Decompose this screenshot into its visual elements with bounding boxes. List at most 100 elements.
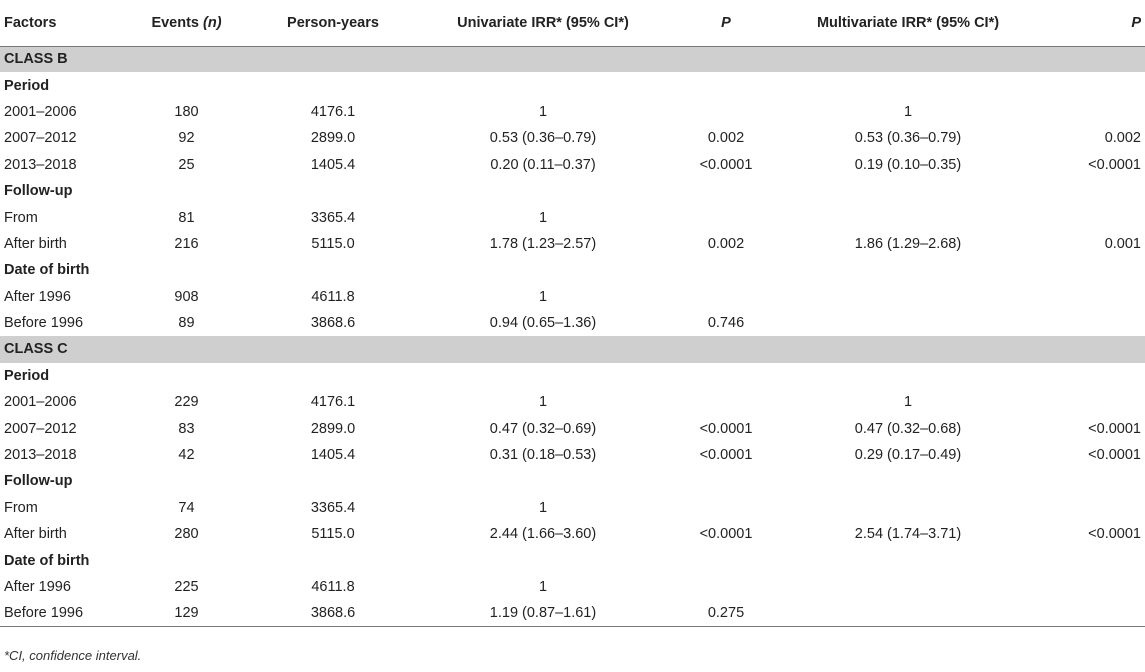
multivariate-irr-cell — [789, 495, 1027, 521]
univariate-irr-cell: 0.53 (0.36–0.79) — [489, 130, 597, 147]
person-years-cell: 1405.4 — [310, 447, 356, 464]
events-cell: 908 — [174, 288, 199, 305]
univariate-irr-cell: 0.94 (0.65–1.36) — [489, 315, 597, 332]
row-label: After birth — [4, 235, 67, 252]
row-label: 2007–2012 — [4, 420, 77, 437]
section-title: CLASS C — [0, 336, 1145, 363]
row-label: Before 1996 — [0, 600, 130, 628]
p-univariate-cell — [663, 495, 789, 521]
p-multivariate-cell: <0.0001 — [1088, 526, 1141, 543]
events-cell: 180 — [174, 103, 199, 120]
univariate-irr-cell: 1 — [538, 579, 548, 595]
group-header-row: Follow-up — [0, 468, 1145, 494]
multivariate-irr-cell — [789, 600, 1027, 628]
p-univariate-cell: <0.0001 — [699, 447, 753, 464]
row-label: 2007–2012 — [4, 130, 77, 147]
header-events: Events (n) — [130, 0, 243, 47]
person-years-cell: 4176.1 — [310, 394, 356, 411]
univariate-irr-cell: 1.78 (1.23–2.57) — [489, 235, 597, 252]
univariate-irr-cell: 0.31 (0.18–0.53) — [489, 447, 597, 464]
row-label: Before 1996 — [4, 315, 84, 332]
group-title: Period — [4, 77, 50, 94]
person-years-cell: 3868.6 — [243, 600, 423, 628]
header-p-multivariate: P — [1027, 0, 1145, 47]
p-univariate-cell: 0.002 — [707, 235, 745, 252]
table-row: Before 1996 129 3868.6 1.19 (0.87–1.61) 0.27… — [0, 600, 1145, 628]
multivariate-irr-cell: 0.19 (0.10–0.35) — [854, 156, 962, 173]
p-multivariate-cell — [1027, 284, 1145, 310]
table-row: 2007–2012 92 2899.0 0.53 (0.36–0.79) 0.002 0.… — [0, 125, 1145, 151]
table-row: From 74 3365.4 1 — [0, 495, 1145, 521]
events-cell: 129 — [130, 600, 243, 628]
group-header-row: Follow-up — [0, 178, 1145, 204]
p-univariate-cell — [663, 99, 789, 125]
multivariate-irr-cell — [789, 574, 1027, 600]
multivariate-irr-cell — [789, 284, 1027, 310]
p-multivariate-cell: <0.0001 — [1088, 447, 1141, 464]
p-multivariate-cell — [1027, 389, 1145, 415]
person-years-cell: 4611.8 — [311, 288, 355, 305]
p-univariate-cell: <0.0001 — [699, 156, 753, 173]
row-label: 2013–2018 — [4, 447, 77, 464]
header-events-label: Events — [151, 14, 199, 31]
events-cell: 229 — [174, 394, 199, 411]
header-events-n: (n) — [203, 14, 222, 31]
multivariate-irr-cell: 1 — [903, 103, 913, 120]
row-label: 2001–2006 — [4, 103, 77, 120]
table-row: After 1996 225 4611.8 1 — [0, 574, 1145, 600]
univariate-irr-cell: 1 — [538, 103, 548, 120]
table-row: 2013–2018 42 1405.4 0.31 (0.18–0.53) <0.0001… — [0, 442, 1145, 468]
person-years-cell: 3868.6 — [310, 315, 356, 332]
p-multivariate-cell — [1027, 99, 1145, 125]
group-title: Follow-up — [4, 473, 73, 490]
table-row: 2007–2012 83 2899.0 0.47 (0.32–0.69) <0.0001… — [0, 415, 1145, 441]
table-row: After birth 216 5115.0 1.78 (1.23–2.57) 0.00… — [0, 231, 1145, 257]
events-cell: 225 — [174, 579, 199, 595]
univariate-irr-cell: 1 — [538, 394, 548, 411]
univariate-irr-cell: 0.47 (0.32–0.69) — [489, 420, 597, 437]
p-univariate-cell — [663, 204, 789, 230]
group-header-row: Period — [0, 72, 1145, 98]
group-title: Date of birth — [4, 552, 90, 569]
section-header-row: CLASS C — [0, 336, 1145, 363]
p-multivariate-cell: <0.0001 — [1088, 156, 1141, 173]
events-cell: 216 — [174, 235, 199, 252]
row-label: After birth — [4, 526, 67, 543]
multivariate-irr-cell: 2.54 (1.74–3.71) — [854, 526, 962, 543]
table-row: From 81 3365.4 1 — [0, 204, 1145, 230]
univariate-irr-cell: 1.19 (0.87–1.61) — [423, 600, 663, 628]
row-label: From — [4, 209, 38, 226]
footnote: *CI, confidence interval. — [4, 648, 142, 663]
events-cell: 42 — [178, 447, 195, 464]
p-univariate-cell: <0.0001 — [699, 420, 753, 437]
row-label: After 1996 — [4, 579, 71, 595]
events-cell: 92 — [178, 130, 195, 147]
p-multivariate-cell — [1027, 495, 1145, 521]
p-multivariate-cell: 0.001 — [1104, 235, 1141, 252]
p-univariate-cell: 0.275 — [663, 600, 789, 628]
multivariate-irr-cell: 1.86 (1.29–2.68) — [854, 235, 962, 252]
univariate-irr-cell: 2.44 (1.66–3.60) — [489, 526, 597, 543]
person-years-cell: 2899.0 — [310, 130, 356, 147]
row-label: After 1996 — [4, 288, 71, 305]
section-title: CLASS B — [0, 46, 1145, 73]
events-cell: 280 — [174, 526, 199, 543]
multivariate-irr-cell: 0.47 (0.32–0.68) — [854, 420, 962, 437]
person-years-cell: 5115.0 — [311, 235, 355, 252]
univariate-irr-cell: 1 — [538, 499, 548, 516]
person-years-cell: 1405.4 — [310, 156, 356, 173]
multivariate-irr-cell — [789, 204, 1027, 230]
header-multivariate: Multivariate IRR* (95% CI*) — [789, 0, 1027, 47]
p-univariate-cell: <0.0001 — [699, 526, 753, 543]
events-cell: 74 — [178, 499, 195, 516]
header-p-multivariate-label: P — [1131, 14, 1141, 31]
events-cell: 25 — [178, 156, 195, 173]
multivariate-irr-cell — [789, 310, 1027, 336]
irr-table: Factors Events (n) Person-years Univaria… — [0, 0, 1145, 628]
multivariate-irr-cell: 0.53 (0.36–0.79) — [854, 130, 962, 147]
univariate-irr-cell: 1 — [538, 288, 548, 305]
header-univariate: Univariate IRR* (95% CI*) — [423, 0, 663, 47]
row-label: 2013–2018 — [4, 156, 77, 173]
group-header-row: Period — [0, 363, 1145, 389]
